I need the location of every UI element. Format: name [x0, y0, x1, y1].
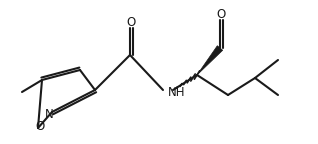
- Text: NH: NH: [168, 86, 185, 98]
- Text: O: O: [216, 7, 226, 20]
- Text: O: O: [35, 120, 45, 132]
- Polygon shape: [197, 46, 223, 75]
- Text: N: N: [45, 108, 53, 121]
- Text: O: O: [126, 16, 135, 29]
